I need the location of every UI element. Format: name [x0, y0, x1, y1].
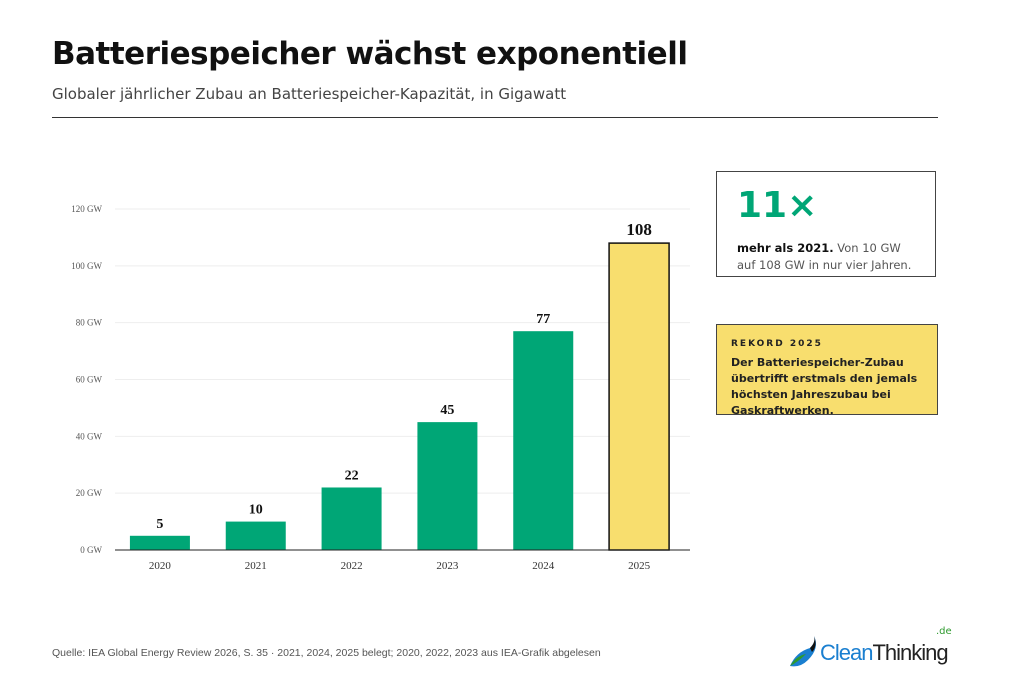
x-tick-label: 2021 — [245, 560, 267, 572]
page-subtitle: Globaler jährlicher Zubau an Batteriespe… — [52, 85, 567, 103]
logo-tld: .de — [936, 626, 952, 637]
source-note: Quelle: IEA Global Energy Review 2026, S… — [52, 647, 601, 659]
y-tick-label: 80 GW — [76, 318, 103, 328]
data-label: 108 — [626, 220, 652, 239]
bar — [513, 331, 574, 550]
y-tick-label: 120 GW — [71, 204, 102, 214]
data-label: 77 — [536, 312, 550, 327]
logo-main: Clean — [820, 640, 873, 665]
data-label: 5 — [156, 517, 163, 532]
y-tick-label: 0 GW — [80, 545, 102, 555]
leaf-icon — [790, 636, 816, 667]
bar — [608, 242, 670, 551]
page-title: Batteriespeicher wächst exponentiell — [52, 36, 688, 72]
cleanthinking-logo: CleanThinking .de — [786, 626, 966, 670]
bar — [129, 535, 190, 550]
x-tick-label: 2023 — [436, 560, 459, 572]
callout-growth: 11× mehr als 2021. Von 10 GW auf 108 GW … — [716, 171, 936, 277]
growth-bold: mehr als 2021. — [737, 241, 834, 255]
divider — [52, 117, 938, 118]
y-tick-label: 100 GW — [71, 261, 102, 271]
data-label: 10 — [249, 503, 263, 518]
x-tick-label: 2022 — [341, 560, 363, 572]
growth-text: Von 10 GW auf 108 GW in nur vier Jahren. — [737, 241, 912, 272]
record-kicker: REKORD 2025 — [731, 339, 823, 349]
record-text: Der Batteriespeicher-Zubau übertrifft er… — [731, 356, 918, 417]
bar — [417, 422, 478, 550]
data-label: 22 — [345, 468, 359, 483]
y-tick-label: 60 GW — [76, 375, 103, 385]
logo-second: Thinking — [872, 640, 948, 665]
y-tick-label: 20 GW — [76, 488, 103, 498]
x-tick-label: 2025 — [628, 560, 651, 572]
bar — [225, 521, 286, 550]
x-tick-label: 2020 — [149, 560, 172, 572]
bar — [321, 487, 382, 550]
x-tick-label: 2024 — [532, 560, 555, 572]
data-label: 45 — [440, 403, 454, 418]
callout-record: REKORD 2025 Der Batteriespeicher-Zubau ü… — [716, 324, 938, 417]
growth-factor: 11× — [737, 185, 818, 226]
y-tick-label: 40 GW — [76, 431, 103, 441]
